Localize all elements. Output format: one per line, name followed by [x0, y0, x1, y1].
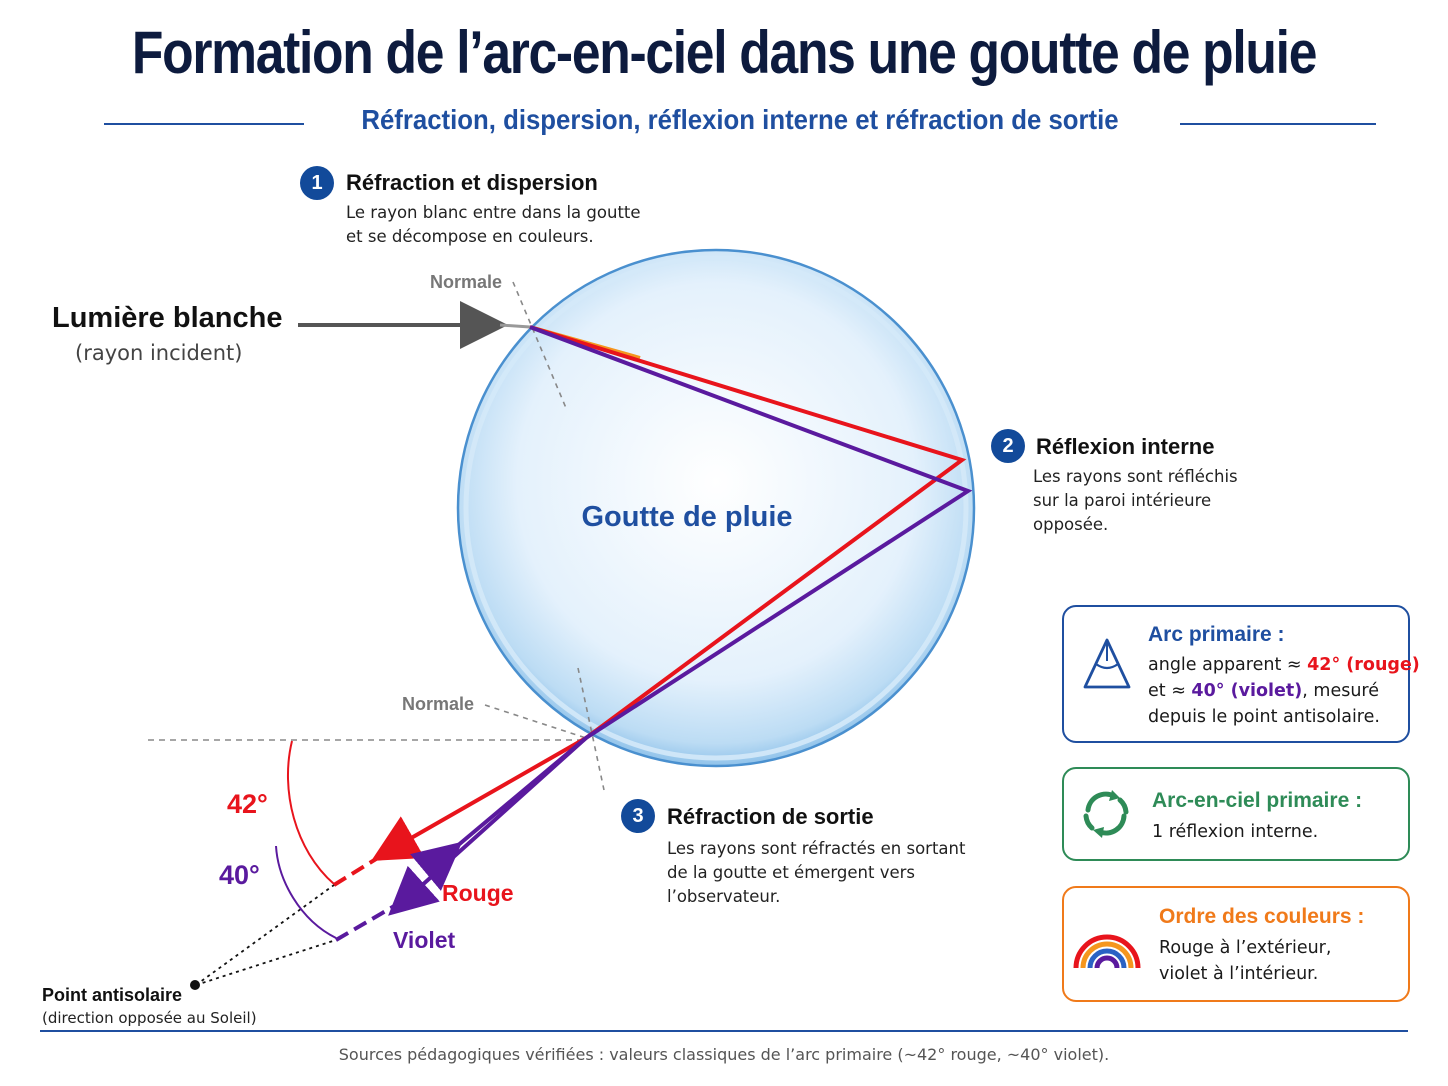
incident-ray-entry — [499, 323, 531, 329]
step-3-text: Les rayons sont réfractés en sortant de … — [667, 837, 965, 909]
angle-arc-violet — [275, 845, 337, 939]
page-subtitle: Réfraction, dispersion, réflexion intern… — [361, 104, 1119, 135]
antisolar-point — [190, 980, 200, 990]
ray-label-red: Rouge — [442, 880, 514, 906]
color-order-line1: Rouge à l’extérieur, — [1159, 938, 1332, 958]
color-order-title: Ordre des couleurs : — [1159, 905, 1365, 928]
raindrop-inner-rim — [463, 255, 969, 761]
step-1-title: Réfraction et dispersion — [346, 170, 598, 195]
step-3-title: Réfraction de sortie — [667, 804, 874, 829]
step-3-text-line: de la goutte et émergent vers — [667, 863, 915, 882]
ray-label-violet: Violet — [393, 927, 456, 953]
normal-line-bottom — [577, 667, 605, 791]
step-1-badge: 1 — [300, 166, 334, 200]
violet-ray — [388, 325, 973, 916]
step-1-text-line: et se décompose en couleurs. — [346, 227, 594, 246]
step-3-badge: 3 — [621, 799, 655, 833]
incident-light-sublabel: (rayon incident) — [75, 341, 243, 365]
step-1-text: Le rayon blanc entre dans la goutte et s… — [346, 201, 641, 249]
step-2-text-line: sur la paroi intérieure — [1033, 491, 1212, 510]
subtitle-rule-left — [104, 123, 304, 125]
primary-arc-title: Arc primaire : — [1148, 623, 1285, 646]
angle-triangle-icon — [1083, 638, 1131, 689]
angle-label-violet: 40° — [219, 860, 260, 890]
violet-ray-dashed-tail — [334, 903, 398, 942]
step-2-text-line: opposée. — [1033, 515, 1109, 534]
footer-rule — [40, 1030, 1408, 1032]
primary-rainbow-text: 1 réflexion interne. — [1152, 822, 1319, 842]
red-ray-dashed-tail — [332, 857, 378, 887]
antisolar-label: Point antisolaire — [42, 985, 183, 1005]
antisolar-dotted-red — [195, 884, 335, 986]
normal-label-bottom: Normale — [402, 694, 474, 714]
color-order-text: Rouge à l’extérieur, violet à l’intérieu… — [1159, 935, 1331, 987]
color-order-box: Ordre des couleurs : Rouge à l’extérieur… — [1062, 886, 1410, 1002]
antisolar-dotted-violet — [195, 939, 337, 986]
subtitle-rule-right — [1180, 123, 1376, 125]
violet-ray-extra — [410, 736, 588, 891]
primary-arc-violet-value: 40° (violet) — [1191, 681, 1303, 701]
angle-label-red: 42° — [227, 789, 268, 819]
primary-rainbow-box: Arc-en-ciel primaire : 1 réflexion inter… — [1062, 767, 1410, 861]
primary-arc-line2-suffix: , mesuré — [1302, 681, 1380, 701]
red-ray — [371, 325, 967, 861]
step-3-text-line: l’observateur. — [667, 887, 781, 906]
page-title: Formation de l’arc-en-ciel dans une gout… — [131, 19, 1318, 86]
step-2-badge: 2 — [991, 429, 1025, 463]
normal-line-top — [512, 281, 567, 409]
angle-arc-red — [286, 740, 335, 885]
incident-light-label: Lumière blanche — [52, 302, 283, 334]
primary-arc-line3: depuis le point antisolaire. — [1148, 707, 1380, 727]
primary-arc-line2-prefix: et ≈ — [1148, 681, 1192, 701]
drop-label: Goutte de pluie — [581, 501, 792, 533]
cycle-arrows-icon — [1083, 790, 1129, 838]
footer-sources: Sources pédagogiques vérifiées : valeurs… — [338, 1045, 1110, 1064]
normal-label-top: Normale — [430, 272, 502, 292]
step-2-text-line: Les rayons sont réfléchis — [1033, 467, 1238, 486]
rainbow-icon — [1073, 934, 1141, 969]
step-2-title: Réflexion interne — [1036, 434, 1215, 459]
step-2-text: Les rayons sont réfléchis sur la paroi i… — [1033, 465, 1238, 537]
primary-arc-text: angle apparent ≈ 42° (rouge) et ≈ 40° (v… — [1148, 652, 1420, 730]
normal-line-bottom-ext — [484, 704, 587, 739]
step-1-text-line: Le rayon blanc entre dans la goutte — [346, 203, 641, 222]
primary-arc-red-value: 42° (rouge) — [1307, 655, 1420, 675]
primary-arc-line1-prefix: angle apparent ≈ — [1148, 655, 1308, 675]
raindrop — [456, 248, 976, 768]
step-3-text-line: Les rayons sont réfractés en sortant — [667, 839, 966, 858]
color-order-line2: violet à l’intérieur. — [1159, 964, 1319, 984]
primary-arc-box: Arc primaire : angle apparent ≈ 42° (rou… — [1062, 605, 1420, 743]
antisolar-sublabel: (direction opposée au Soleil) — [42, 1009, 257, 1027]
primary-rainbow-title: Arc-en-ciel primaire : — [1152, 789, 1363, 812]
